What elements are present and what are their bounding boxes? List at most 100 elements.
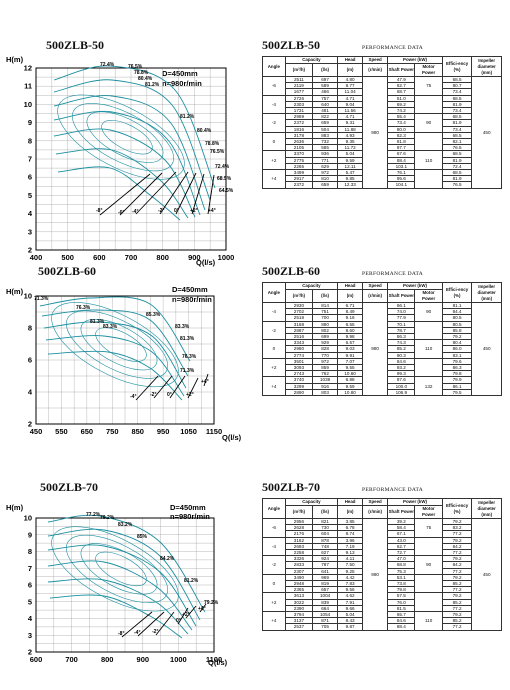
y-tick-label: 12 <box>24 64 32 73</box>
cell-efficiency: 86.0 <box>441 345 473 353</box>
cell-head: 4.42 <box>337 573 364 582</box>
efficiency-contour <box>71 103 175 172</box>
plot-frame <box>35 295 215 425</box>
angle-label: 0° <box>167 392 172 398</box>
cell-angle: +4 <box>262 611 286 631</box>
cell-angle: +2 <box>262 150 286 171</box>
cell-head: 9.35 <box>337 138 364 146</box>
efficiency-contour <box>80 543 158 595</box>
table-row: +4 3740 1039 6.88 87.6 132 79.9 <box>262 376 502 397</box>
header-speed-unit: (r/min) <box>362 289 389 303</box>
header-impeller: Impeller diameter (mm) <box>471 56 502 77</box>
cell-shaft-power: 87.7 <box>387 144 416 152</box>
cell-angle: 0 <box>262 339 286 359</box>
y-tick-label: 4 <box>28 209 33 218</box>
cell-motor-power <box>414 573 443 594</box>
cell-efficiency: 79.2 <box>441 536 473 544</box>
cell-efficiency: 77.2 <box>441 623 473 631</box>
cell-head: 9.85 <box>337 175 364 183</box>
table-row: 2743 762 10.60 99.3 79.8 <box>263 370 502 378</box>
efficiency-contour <box>51 302 179 388</box>
efficiency-label: 76.3% <box>76 305 91 311</box>
cell-angle: +2 <box>262 357 286 378</box>
table-row: -6 2511 697 4.80 980 47.9 75 68.5 450 <box>262 75 502 189</box>
cell-capacity-m3h: 2917 <box>284 175 314 183</box>
angle-label: -4° <box>132 209 138 215</box>
table-row: 2980 828 9.03 85.2 86.0 <box>263 345 502 353</box>
y-axis-label: H(m) <box>6 503 24 512</box>
angle-label: +2° <box>190 208 198 214</box>
cell-capacity-m3h: 3178 <box>284 131 314 140</box>
cell-shaft-power: 81.8 <box>387 138 416 146</box>
spec-diameter: D=450mm <box>172 285 208 294</box>
chart2-title: 500ZLB-60 <box>38 264 97 278</box>
cell-efficiency: 68.5 <box>441 169 473 177</box>
header-cap-m3h: (m³/h) <box>284 505 314 519</box>
y-tick-label: 3 <box>28 631 32 640</box>
table-row: 2365 657 9.56 79.8 77.2 <box>263 586 502 594</box>
table-row: 2105 585 11.72 87.7 76.5 <box>263 144 502 152</box>
header-angle: Angle <box>262 282 286 303</box>
header-speed: Speed <box>362 282 389 290</box>
y-tick-label: 8 <box>28 136 32 145</box>
cell-capacity-m3h: 2258 <box>284 548 314 557</box>
cell-shaft-power: 100.0 <box>387 382 416 390</box>
y-tick-label: 7 <box>28 155 32 164</box>
cell-capacity-m3h: 2956 <box>284 517 314 526</box>
cell-angle: +2 <box>262 592 286 613</box>
cell-shaft-power: 62.7 <box>387 542 416 551</box>
cell-efficiency: 85.2 <box>441 598 473 606</box>
cell-shaft-power: 62.7 <box>387 82 416 90</box>
cell-head: 9.13 <box>337 548 364 557</box>
head-curve <box>49 594 183 639</box>
cell-shaft-power: 106.9 <box>387 388 416 397</box>
cell-efficiency: 80.4 <box>441 339 473 347</box>
cell-shaft-power: 74.0 <box>387 308 416 316</box>
cell-head: 5.04 <box>337 611 364 619</box>
cell-efficiency: 77.2 <box>441 567 473 575</box>
cell-shaft-power: 76.1 <box>387 169 416 177</box>
cell-angle: 0 <box>262 573 286 594</box>
cell-efficiency: 86.3 <box>441 364 473 372</box>
efficiency-label: 68.5% <box>217 176 232 182</box>
cell-head: 3.96 <box>337 536 364 544</box>
cell-shaft-power: 74.3 <box>387 339 416 347</box>
cell-capacity-m3h: 3501 <box>284 357 314 366</box>
cell-capacity-m3h: 2833 <box>284 561 314 569</box>
header-impeller: Impeller diameter (mm) <box>471 498 502 519</box>
head-curve <box>55 148 189 219</box>
efficiency-label: 78.8% <box>205 141 220 147</box>
grid <box>35 517 215 653</box>
y-tick-label: 11 <box>24 82 32 91</box>
cell-efficiency: 81.9 <box>441 175 473 183</box>
cell-shaft-power: 84.6 <box>387 357 416 366</box>
angle-label: +4° <box>208 208 216 214</box>
y-tick-label: 7 <box>28 564 32 573</box>
cell-shaft-power: 70.1 <box>387 320 416 328</box>
angle-label: -8° <box>118 631 124 637</box>
cell-shaft-power: 80.0 <box>387 125 416 133</box>
angle-label: -6° <box>118 210 124 216</box>
table-row: 2833 787 7.50 68.8 84.2 <box>263 561 502 569</box>
cell-capacity-m3h: 3168 <box>284 320 314 328</box>
cell-motor-power <box>414 536 443 557</box>
head-curve <box>47 350 183 401</box>
x-tick-label: 900 <box>137 655 150 664</box>
header-head-unit: (m) <box>337 289 364 303</box>
table2-title: 500ZLB-60 <box>262 264 321 278</box>
table-row: 2917 810 9.85 95.6 81.9 <box>263 175 502 183</box>
cell-shaft-power: 68.7 <box>387 88 416 96</box>
y-tick-label: 3 <box>28 227 32 236</box>
x-tick-label: 400 <box>30 253 43 262</box>
angle-curve <box>175 172 197 215</box>
cell-motor-power: 90 <box>414 302 443 322</box>
cell-capacity-m3h: 3794 <box>284 611 314 619</box>
header-impeller: Impeller diameter (mm) <box>471 282 502 303</box>
angle-curve <box>137 611 165 637</box>
y-tick-label: 9 <box>28 530 32 539</box>
efficiency-contour <box>80 319 158 371</box>
cell-head: 7.19 <box>337 542 364 551</box>
angle-label: +4° <box>201 379 209 385</box>
cell-shaft-power: 85.2 <box>387 345 416 353</box>
table-row: 2119 589 8.77 62.7 80.7 <box>263 82 502 90</box>
